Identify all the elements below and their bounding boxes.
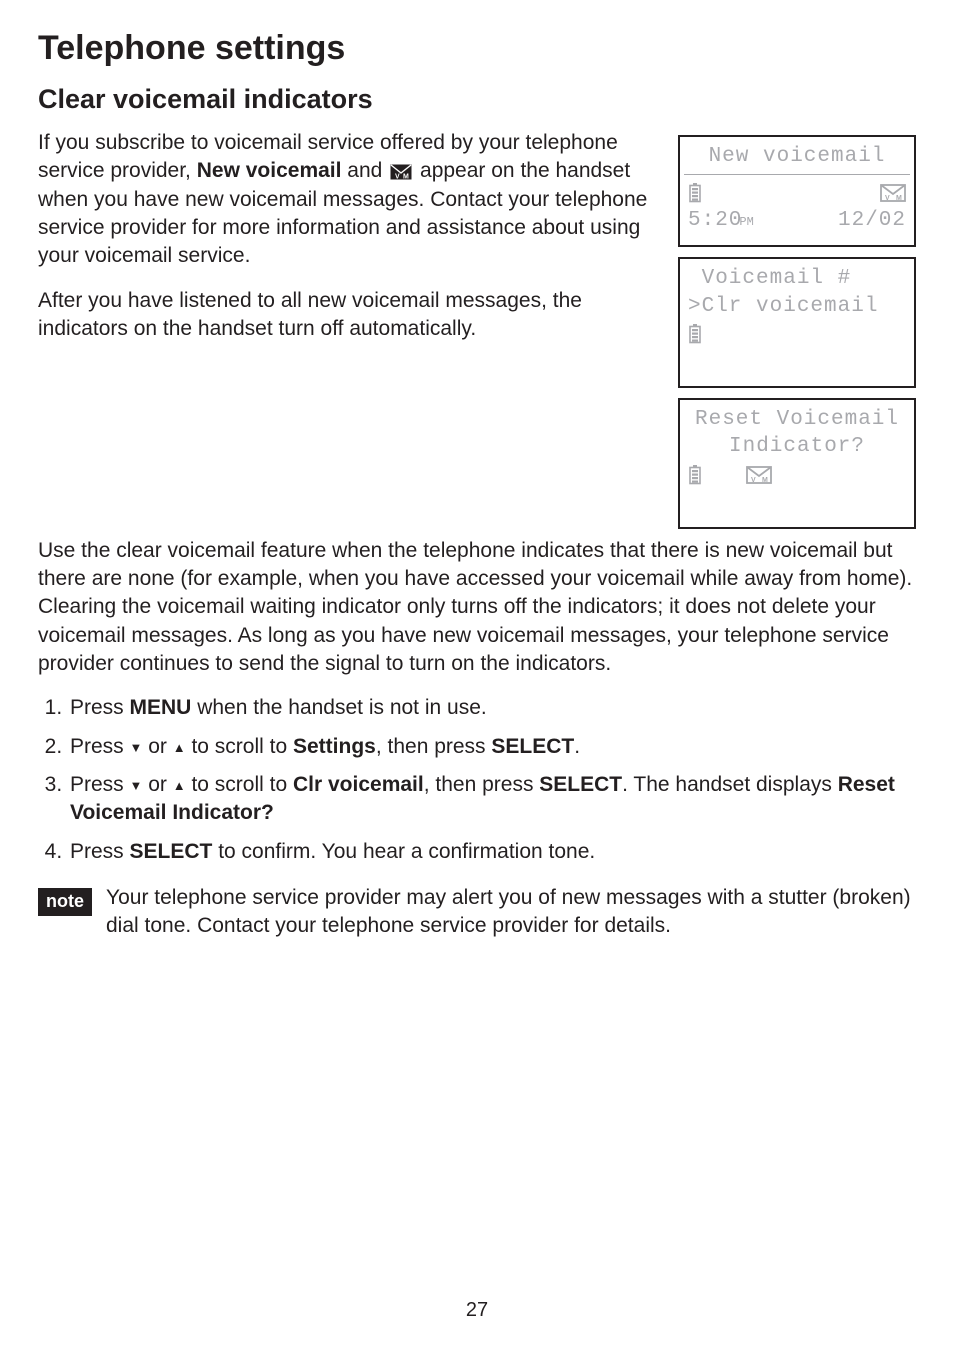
step4-select: SELECT [130, 840, 213, 863]
steps-list: Press MENU when the handset is not in us… [38, 694, 916, 866]
lcd1-title: New voicemail [688, 143, 906, 170]
up-arrow-icon: ▲ [173, 777, 186, 795]
svg-text:M: M [403, 174, 409, 181]
svg-text:V: V [885, 195, 890, 202]
lcd1-date: 12/02 [838, 207, 906, 235]
paragraph-1: If you subscribe to voicemail service of… [38, 129, 664, 271]
up-arrow-icon: ▲ [173, 739, 186, 757]
lcd1-time-row: 5:20PM 12/02 [688, 207, 906, 235]
step2-settings: Settings [293, 735, 376, 758]
step1-a: Press [70, 696, 130, 719]
battery-icon [688, 324, 702, 344]
voicemail-icon: V M [390, 164, 412, 180]
lcd1-ampm: PM [739, 215, 753, 229]
step-3: Press ▼ or ▲ to scroll to Clr voicemail,… [68, 771, 916, 828]
battery-icon [688, 183, 702, 203]
step3-b: or [142, 773, 172, 796]
step-2: Press ▼ or ▲ to scroll to Settings, then… [68, 733, 916, 761]
note-block: note Your telephone service provider may… [38, 884, 916, 941]
lcd-screen-confirm: Reset Voicemail Indicator? [678, 398, 916, 529]
note-badge: note [38, 888, 92, 916]
step2-a: Press [70, 735, 130, 758]
step4-a: Press [70, 840, 130, 863]
step1-c: when the handset is not in use. [191, 696, 486, 719]
page-title: Telephone settings [38, 30, 916, 67]
step-4: Press SELECT to confirm. You hear a conf… [68, 838, 916, 866]
lcd3-icon-row: V M [688, 461, 906, 489]
step2-b: or [142, 735, 172, 758]
lcd2-blank-row [688, 348, 906, 376]
step2-g: . [574, 735, 580, 758]
voicemail-icon: V M [880, 184, 906, 202]
lcd-screen-menu: Voicemail # >Clr voicemail [678, 257, 916, 388]
step-1: Press MENU when the handset is not in us… [68, 694, 916, 722]
step3-select: SELECT [539, 773, 622, 796]
svg-text:V: V [751, 477, 756, 484]
step2-select: SELECT [491, 735, 574, 758]
paragraph-3: Use the clear voicemail feature when the… [38, 537, 916, 679]
step1-menu: MENU [130, 696, 192, 719]
lcd1-time: 5:20 [688, 209, 742, 232]
para1-bold: New voicemail [197, 159, 342, 182]
step2-c: to scroll to [186, 735, 293, 758]
para1-text-c: and [341, 159, 388, 182]
lcd1-icon-row: V M [688, 179, 906, 207]
step2-e: , then press [376, 735, 492, 758]
step4-c: to confirm. You hear a confirmation tone… [212, 840, 595, 863]
svg-text:M: M [762, 477, 768, 484]
step3-a: Press [70, 773, 130, 796]
note-text: Your telephone service provider may aler… [106, 884, 916, 941]
lcd2-line2: >Clr voicemail [688, 293, 906, 320]
lcd3-blank-row [688, 489, 906, 517]
svg-text:V: V [395, 174, 400, 181]
section-title: Clear voicemail indicators [38, 85, 916, 115]
page-number: 27 [0, 1297, 954, 1324]
lcd2-line1: Voicemail # [688, 265, 906, 292]
step3-clr: Clr voicemail [293, 773, 424, 796]
voicemail-icon: V M [746, 466, 772, 484]
lcd-screen-new-voicemail: New voicemail [678, 135, 916, 247]
battery-icon [688, 465, 702, 485]
lcd3-line1: Reset Voicemail [688, 406, 906, 433]
step3-g: . The handset displays [622, 773, 838, 796]
step3-e: , then press [424, 773, 540, 796]
lcd2-icon-row [688, 320, 906, 348]
step3-c: to scroll to [186, 773, 293, 796]
paragraph-2: After you have listened to all new voice… [38, 287, 664, 344]
down-arrow-icon: ▼ [130, 777, 143, 795]
down-arrow-icon: ▼ [130, 739, 143, 757]
lcd3-line2: Indicator? [688, 433, 906, 460]
lcd1-divider [684, 174, 910, 175]
svg-text:M: M [896, 195, 902, 202]
